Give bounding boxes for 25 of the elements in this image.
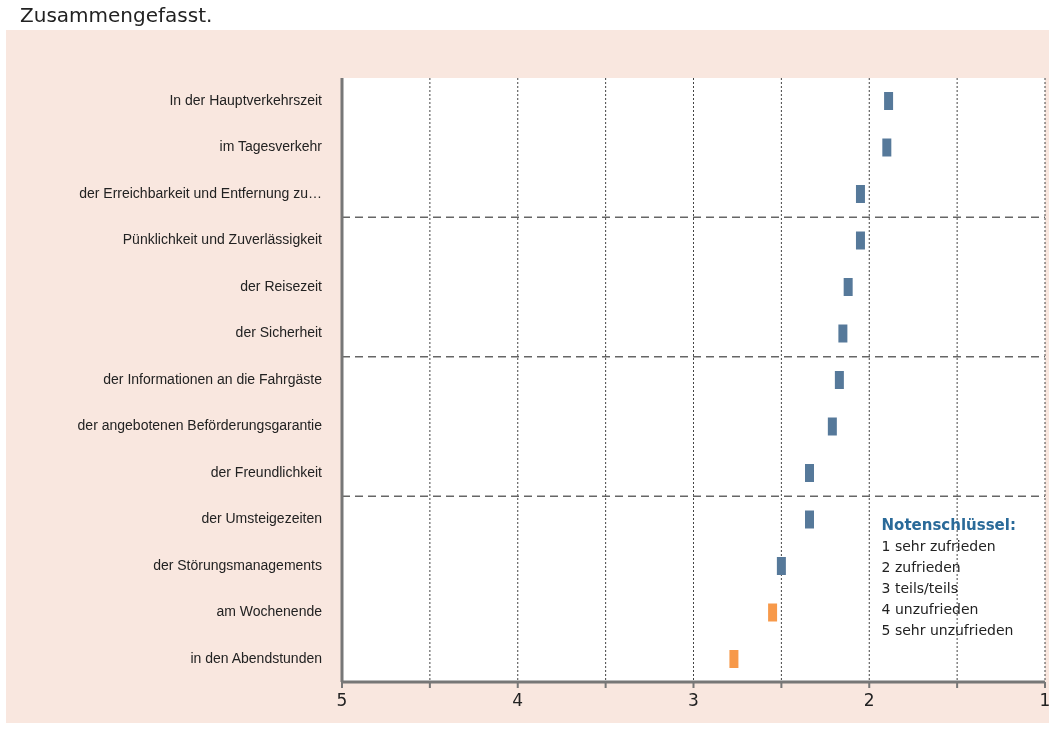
annotation: 5 sehr unzufrieden: [881, 622, 1014, 638]
x-tick-label: 1: [1039, 690, 1049, 710]
x-tick-label: 2: [863, 690, 875, 710]
y-tick-label: in den Abendstunden: [190, 649, 322, 666]
y-tick-label: der Reisezeit: [240, 277, 323, 294]
y-tick-label: im Tagesverkehr: [219, 138, 323, 155]
y-tick-label: In der Hauptverkehrszeit: [169, 91, 323, 108]
annotation: 2 zufrieden: [881, 559, 961, 575]
y-tick-label: der Freundlichkeit: [210, 463, 323, 480]
annotation: Notenschlüssel:: [881, 516, 1016, 534]
y-tick-label: der angebotenen Beförderungsgarantie: [77, 417, 323, 434]
y-tick-label: der Störungsmanagements: [153, 556, 322, 573]
x-tick-label: 3: [688, 690, 699, 710]
x-tick-label: 4: [512, 690, 524, 710]
annotation: 1 sehr zufrieden: [881, 538, 996, 554]
y-tick-label: der Informationen an die Fahrgäste: [103, 370, 323, 387]
annotation: 4 unzufrieden: [881, 601, 979, 617]
y-tick-label: am Wochenende: [216, 603, 323, 620]
x-tick-label: 5: [336, 690, 348, 710]
y-tick-label: der Erreichbarkeit und Entfernung zu…: [79, 184, 322, 201]
annotation: 3 teils/teils: [881, 580, 958, 596]
y-tick-label: der Sicherheit: [235, 324, 323, 341]
text: Zusammengefasst.: [20, 3, 213, 27]
y-tick-label: der Umsteigezeiten: [201, 510, 322, 527]
y-tick-label: Pünklichkeit und Zuverlässigkeit: [122, 231, 323, 248]
